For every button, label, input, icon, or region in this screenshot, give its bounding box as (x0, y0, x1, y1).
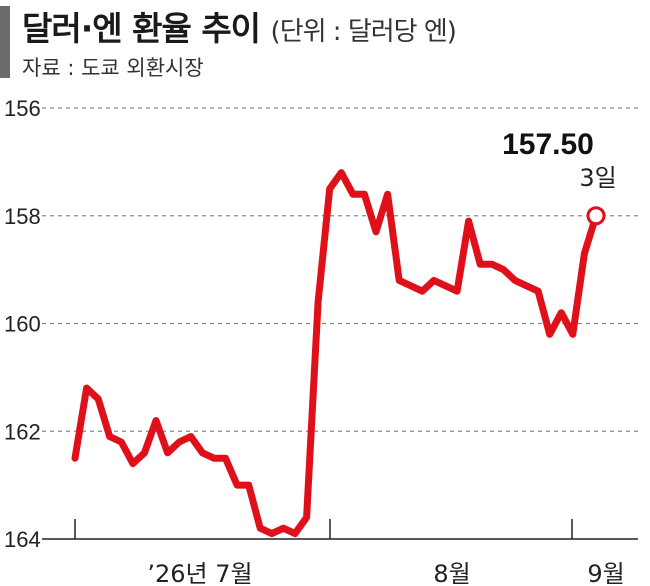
y-tick-label: 162 (4, 419, 41, 444)
annotation-layer: 157.50 3일 (502, 128, 617, 192)
last-value-date-label: 3일 (579, 164, 616, 192)
y-tick-label: 156 (4, 96, 41, 121)
grid-lines (42, 107, 638, 432)
x-axis-ticks: ’26년 7월 8월 9월 (74, 519, 625, 586)
y-tick-label: 158 (4, 204, 41, 229)
chart-title-text: 달러·엔 환율 추이 (22, 9, 261, 48)
title-accent-bar (0, 6, 10, 78)
last-data-point (586, 206, 606, 226)
y-axis-ticks: 156 158 160 162 164 (4, 96, 41, 552)
y-tick-label: 164 (4, 527, 41, 552)
x-tick-label: 8월 (433, 560, 470, 586)
chart-unit: (단위 : 달러당 엔) (270, 17, 457, 47)
y-tick-label: 160 (4, 312, 41, 337)
last-value-label: 157.50 (502, 128, 594, 161)
chart-title: 달러·엔 환율 추이 (단위 : 달러당 엔) (22, 2, 457, 50)
x-tick-label: ’26년 7월 (147, 560, 252, 586)
series-line (71, 169, 600, 538)
series-layer (71, 169, 606, 538)
x-tick-label: 9월 (587, 560, 624, 586)
chart-source: 자료 : 도쿄 외환시장 (22, 56, 204, 80)
